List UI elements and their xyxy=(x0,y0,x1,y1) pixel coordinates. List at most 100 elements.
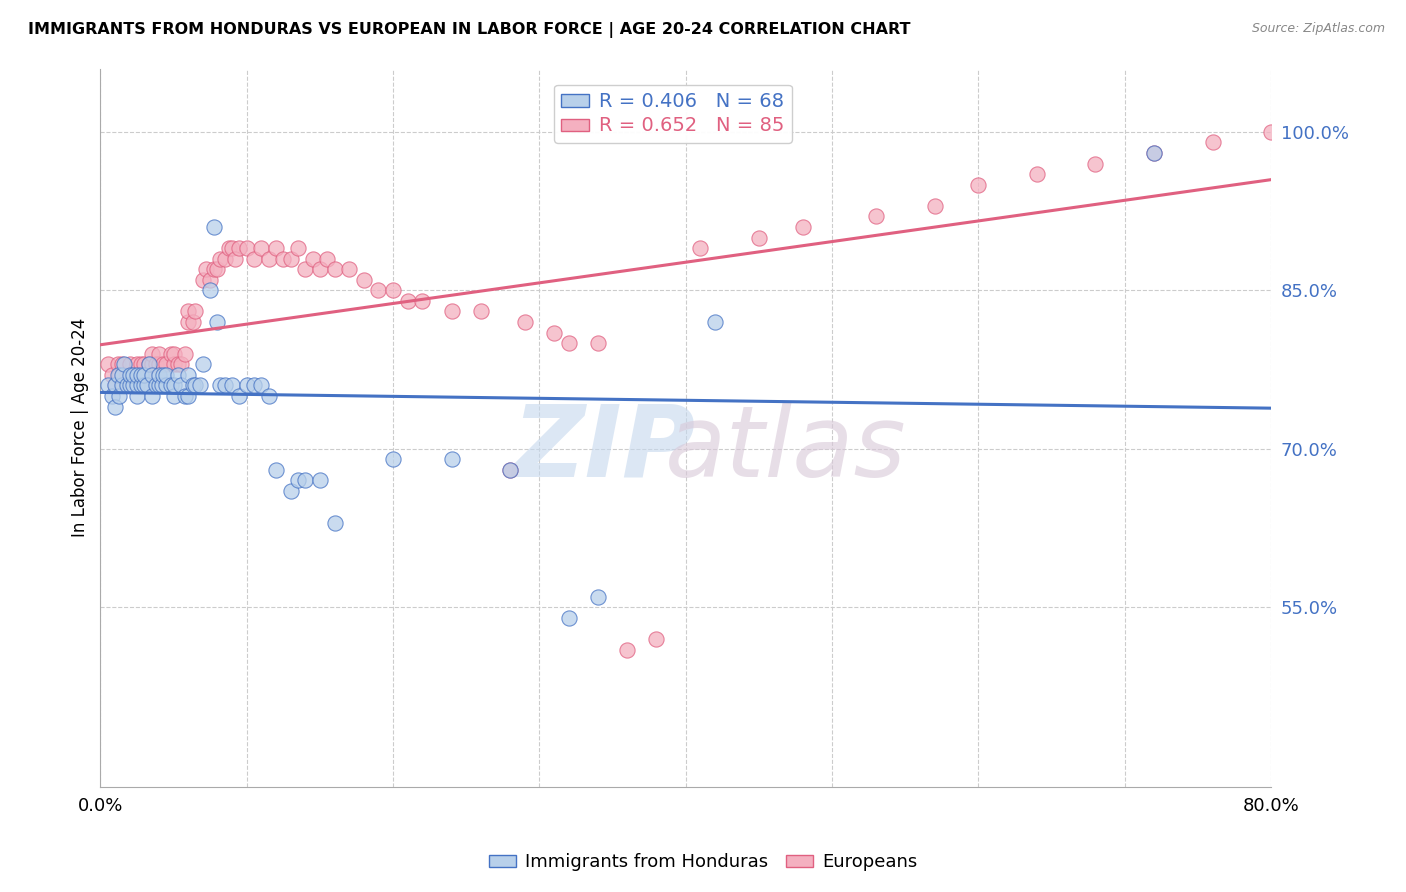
Point xyxy=(382,284,405,298)
Point xyxy=(125,357,148,371)
Text: Source: ZipAtlas.com: Source: ZipAtlas.com xyxy=(1251,22,1385,36)
Point xyxy=(174,347,197,361)
Point xyxy=(177,304,200,318)
Point xyxy=(145,357,167,371)
Point xyxy=(162,357,184,371)
Point xyxy=(221,378,243,392)
Point xyxy=(440,452,463,467)
Point xyxy=(170,357,193,371)
Point xyxy=(250,378,273,392)
Point xyxy=(792,219,814,234)
Point xyxy=(104,378,127,392)
Point xyxy=(221,241,243,255)
Point xyxy=(121,378,143,392)
Point xyxy=(108,389,131,403)
Point xyxy=(104,400,127,414)
Point xyxy=(118,378,141,392)
Point xyxy=(97,378,120,392)
Point xyxy=(138,357,160,371)
Legend: R = 0.406   N = 68, R = 0.652   N = 85: R = 0.406 N = 68, R = 0.652 N = 85 xyxy=(554,85,792,143)
Point xyxy=(138,357,160,371)
Point xyxy=(177,389,200,403)
Point xyxy=(131,368,153,382)
Point xyxy=(1143,146,1166,161)
Point xyxy=(125,389,148,403)
Point xyxy=(125,378,148,392)
Point xyxy=(131,378,153,392)
Point xyxy=(184,304,207,318)
Point xyxy=(104,378,127,392)
Text: atlas: atlas xyxy=(665,401,905,498)
Point xyxy=(586,336,609,351)
Point xyxy=(177,368,200,382)
Point xyxy=(207,315,229,329)
Point xyxy=(136,378,159,392)
Point xyxy=(159,347,181,361)
Point xyxy=(228,389,250,403)
Point xyxy=(141,389,163,403)
Point xyxy=(865,210,887,224)
Point xyxy=(1143,146,1166,161)
Point xyxy=(134,378,156,392)
Point xyxy=(111,357,134,371)
Point xyxy=(224,252,246,266)
Point xyxy=(440,304,463,318)
Point xyxy=(235,241,257,255)
Point xyxy=(194,262,217,277)
Point xyxy=(704,315,727,329)
Point xyxy=(155,378,177,392)
Point xyxy=(121,368,143,382)
Point xyxy=(198,284,221,298)
Point xyxy=(257,252,280,266)
Point xyxy=(155,368,177,382)
Point xyxy=(101,389,124,403)
Point xyxy=(616,642,638,657)
Point xyxy=(557,336,579,351)
Point xyxy=(287,241,309,255)
Point xyxy=(191,273,214,287)
Point xyxy=(118,368,141,382)
Point xyxy=(131,357,153,371)
Point xyxy=(115,368,138,382)
Point xyxy=(645,632,668,646)
Point xyxy=(107,368,129,382)
Point xyxy=(134,368,156,382)
Point xyxy=(235,378,257,392)
Point xyxy=(271,252,294,266)
Point xyxy=(309,474,332,488)
Point xyxy=(1319,125,1341,139)
Point xyxy=(162,347,184,361)
Point xyxy=(499,463,522,477)
Point xyxy=(1084,156,1107,170)
Point xyxy=(264,241,287,255)
Point xyxy=(250,241,273,255)
Point xyxy=(181,315,204,329)
Point xyxy=(294,474,316,488)
Legend: Immigrants from Honduras, Europeans: Immigrants from Honduras, Europeans xyxy=(481,847,925,879)
Point xyxy=(115,378,138,392)
Point xyxy=(174,389,197,403)
Point xyxy=(543,326,565,340)
Point xyxy=(162,389,184,403)
Point xyxy=(167,357,190,371)
Point xyxy=(101,368,124,382)
Point xyxy=(204,219,226,234)
Point xyxy=(141,357,163,371)
Point xyxy=(148,347,170,361)
Point xyxy=(301,252,323,266)
Point xyxy=(689,241,711,255)
Point xyxy=(125,368,148,382)
Point xyxy=(1201,136,1223,150)
Point xyxy=(294,262,316,277)
Point xyxy=(316,252,339,266)
Point xyxy=(177,315,200,329)
Point xyxy=(214,252,236,266)
Point xyxy=(108,368,131,382)
Point xyxy=(513,315,536,329)
Point xyxy=(162,378,184,392)
Point xyxy=(470,304,492,318)
Point xyxy=(159,378,181,392)
Point xyxy=(111,378,134,392)
Point xyxy=(118,368,141,382)
Point xyxy=(198,273,221,287)
